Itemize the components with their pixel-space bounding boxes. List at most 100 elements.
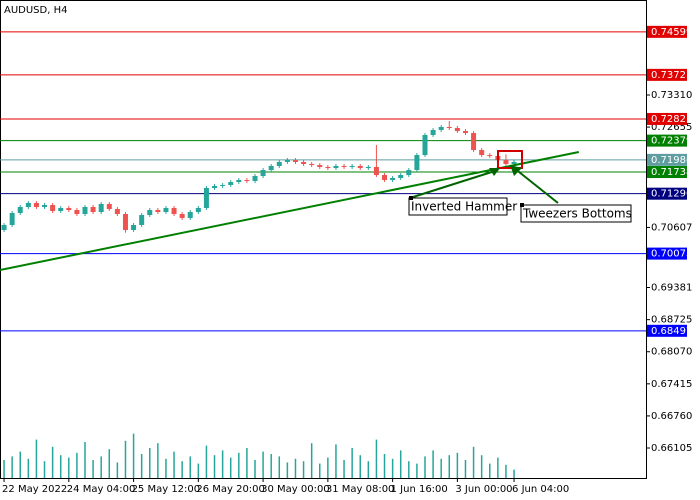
level-label-bg xyxy=(647,324,687,337)
arrow-head xyxy=(510,165,522,176)
level-label-bg xyxy=(647,134,687,147)
candle-body xyxy=(471,133,477,151)
candle-body xyxy=(438,126,444,130)
candle-body xyxy=(58,207,64,212)
candle-body xyxy=(487,155,493,157)
level-label: 0.72379 xyxy=(651,136,692,147)
x-tick-label: 1 Jun 16:00 xyxy=(391,484,448,495)
x-tick-label: 31 May 08:00 xyxy=(326,484,395,495)
y-tick-label: 0.70607 xyxy=(651,222,692,233)
y-tick-label: 0.67415 xyxy=(651,379,692,390)
level-label-bg xyxy=(647,187,687,200)
candle-body xyxy=(131,224,137,230)
candle-body xyxy=(244,180,250,182)
annotation: Inverted Hammer xyxy=(411,200,517,214)
candle-body xyxy=(163,207,169,213)
plot-area xyxy=(0,31,646,478)
candle-body xyxy=(187,212,193,218)
candle-body xyxy=(503,160,509,164)
level-label-bg xyxy=(647,25,687,38)
chart-title: AUDUSD, H4 xyxy=(4,5,67,16)
level-label: 0.72821 xyxy=(651,114,692,125)
level-label-bg xyxy=(647,112,687,125)
anchor xyxy=(409,196,413,200)
candle-body xyxy=(292,160,298,162)
level-label: 0.71986 xyxy=(651,155,692,166)
candle-body xyxy=(179,214,185,218)
plot-frame xyxy=(0,0,647,479)
candle-body xyxy=(66,207,72,210)
candle-body xyxy=(341,165,347,167)
x-tick-label: 6 Jun 04:00 xyxy=(512,484,569,495)
candle-body xyxy=(195,207,201,213)
arrow-head xyxy=(489,168,500,176)
candle-body xyxy=(98,204,104,213)
level-label: 0.68497 xyxy=(651,326,692,337)
candle-body xyxy=(511,161,517,164)
candle-body xyxy=(373,166,379,176)
candle-body xyxy=(220,185,226,187)
candle-body xyxy=(317,165,323,167)
y-tick-label: 0.72655 xyxy=(651,122,692,133)
candle-body xyxy=(1,224,7,230)
annotation-box xyxy=(520,204,632,223)
annotation: Tweezers Bottoms xyxy=(522,207,632,221)
x-tick-label: 22 May 2022 xyxy=(2,484,67,495)
highlight-box xyxy=(497,150,523,169)
candle-body xyxy=(454,127,460,132)
annotation-box xyxy=(408,197,508,216)
x-tick-label: 25 May 12:00 xyxy=(132,484,201,495)
x-tick-label: 3 Jun 00:00 xyxy=(455,484,512,495)
candle-body xyxy=(479,150,485,156)
x-tick-label: 24 May 04:00 xyxy=(67,484,136,495)
y-tick-label: 0.66105 xyxy=(651,443,692,454)
candle-body xyxy=(390,178,396,181)
level-label: 0.74599 xyxy=(651,27,692,38)
candle-body xyxy=(33,202,39,208)
candle-body xyxy=(349,165,355,167)
y-tick-label: 0.73310 xyxy=(651,90,692,101)
candle-body xyxy=(171,207,177,215)
candle-body xyxy=(325,166,331,169)
y-tick-label: 0.68070 xyxy=(651,347,692,358)
candle-body xyxy=(430,129,436,135)
candle-body xyxy=(42,204,48,208)
candle-body xyxy=(155,209,161,213)
candle-body xyxy=(17,207,23,213)
candle-body xyxy=(333,165,339,169)
level-label-bg xyxy=(647,68,687,81)
candle-body xyxy=(406,170,412,176)
candle-body xyxy=(382,175,388,181)
anchor xyxy=(520,203,524,207)
candle-body xyxy=(301,161,307,164)
candle-body xyxy=(284,160,290,162)
candle-body xyxy=(357,165,363,169)
candle-body xyxy=(462,131,468,134)
level-label: 0.71296 xyxy=(651,189,692,200)
candle-body xyxy=(414,155,420,171)
candle-body xyxy=(25,202,31,208)
level-label-bg xyxy=(647,166,687,179)
arrow xyxy=(409,169,499,199)
candle-body xyxy=(114,209,120,215)
y-tick-label: 0.69381 xyxy=(651,283,692,294)
candle-body xyxy=(268,165,274,171)
trendline xyxy=(0,151,580,271)
candle-body xyxy=(147,209,153,215)
candle-body xyxy=(309,163,315,166)
x-tick-label: 26 May 20:00 xyxy=(196,484,265,495)
level-label-bg xyxy=(647,153,687,166)
candle-body xyxy=(260,170,266,176)
candle-body xyxy=(228,182,234,186)
level-label: 0.70073 xyxy=(651,249,692,260)
candle-body xyxy=(203,187,209,208)
candle-body xyxy=(74,209,80,215)
candle-body xyxy=(252,175,258,181)
level-label-bg xyxy=(647,247,687,260)
level-label: 0.73721 xyxy=(651,70,692,81)
level-label: 0.71738 xyxy=(651,167,692,178)
candle-body xyxy=(398,175,404,179)
arrow xyxy=(513,167,559,204)
candle-body xyxy=(236,180,242,183)
candle-body xyxy=(82,207,88,215)
